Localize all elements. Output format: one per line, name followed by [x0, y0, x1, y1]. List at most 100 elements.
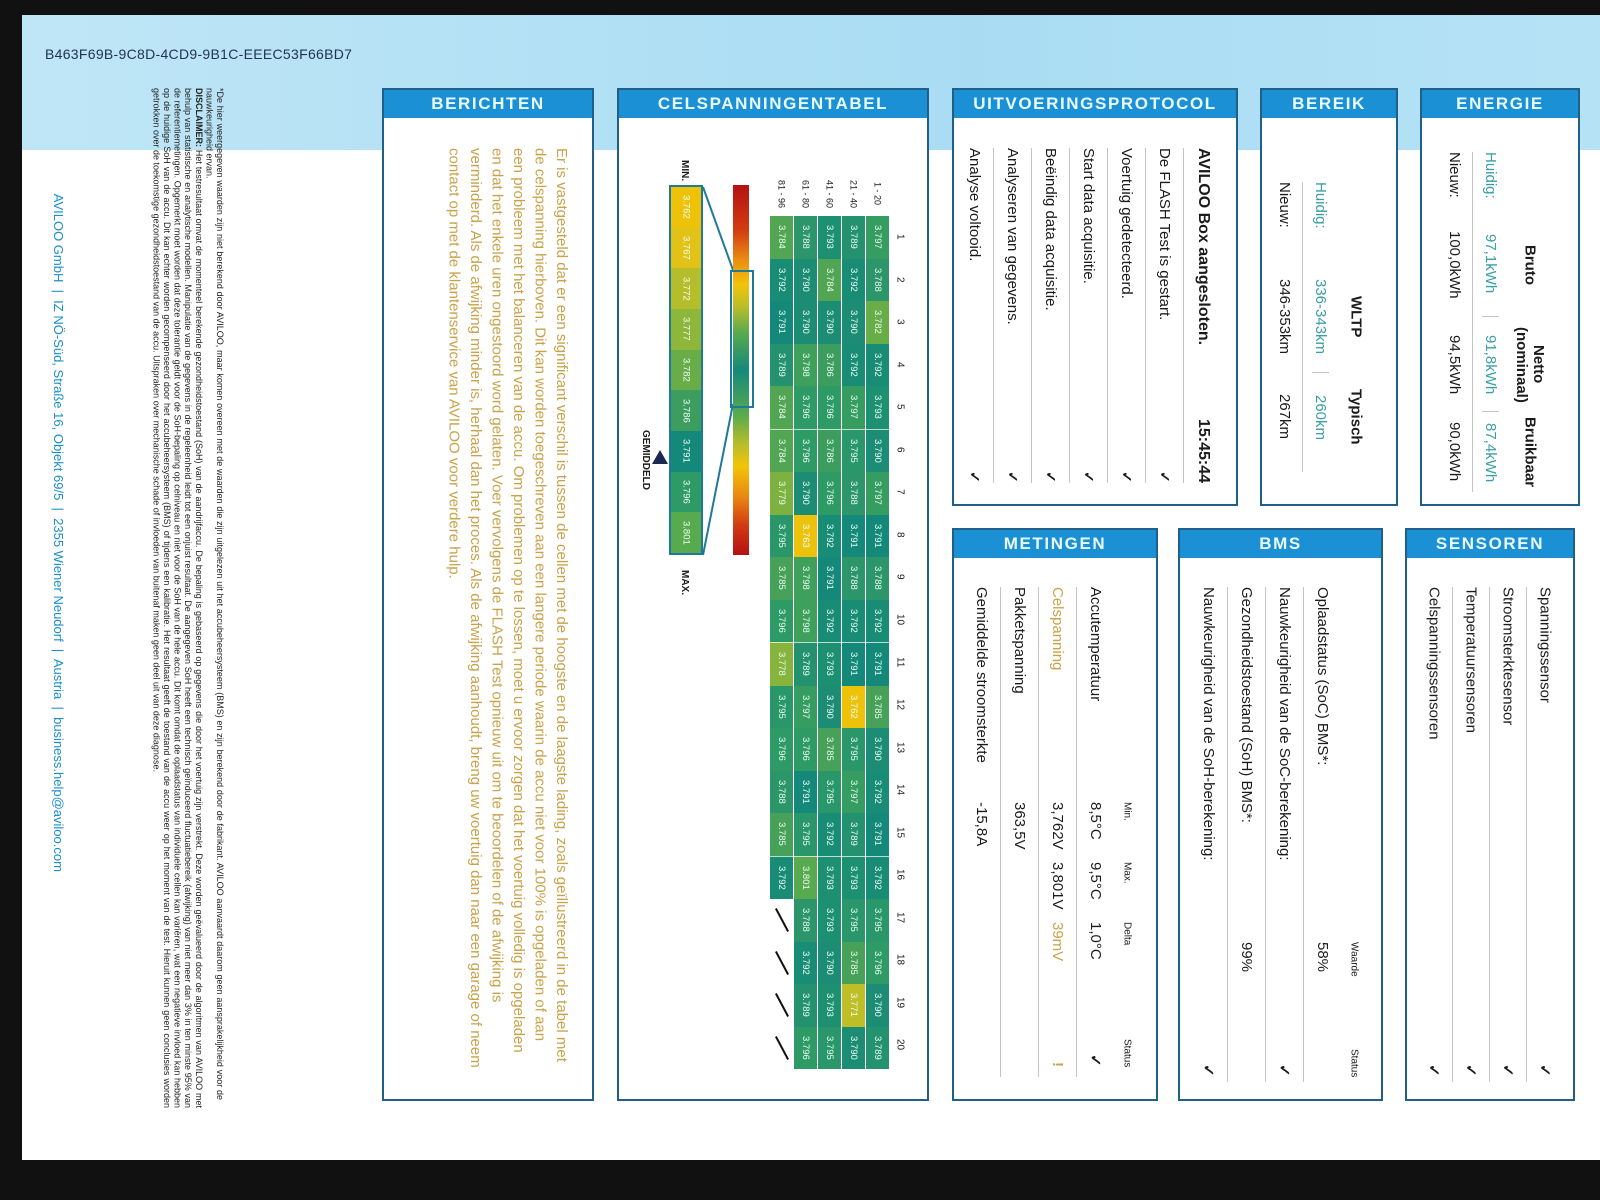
cell-voltage: 3.793 [818, 984, 841, 1027]
row-range-label: 1 - 20 [872, 182, 883, 206]
bms-row: Gezondheidstoestand (SoH) BMS*: 99% [1228, 587, 1266, 1082]
range-header-wltp: WLTP [1347, 296, 1365, 338]
bms-row: Nauwkeurigheid van de SoC-berekening: ✓ [1266, 587, 1304, 1082]
average-marker-icon [652, 450, 668, 464]
range-value: 267km [1276, 394, 1293, 440]
header-delta: Delta [1121, 922, 1133, 946]
measurement-label: Celspanning [1049, 587, 1066, 671]
sensor-label: Celspanningssensoren [1425, 587, 1443, 740]
legend-scale-cell: 3.772 [671, 268, 701, 310]
measurements-header-row: Min. Max. Delta Status [1114, 587, 1140, 1077]
legend-scale: 3.762 3.767 3.772 3.777 3.782 3.786 3.791 3.796… [669, 185, 703, 555]
cell-voltage: 3.792 [866, 855, 889, 899]
row-range-label: 81 - 96 [776, 179, 787, 209]
cell-table-header-row: 1 2 3 4 5 6 7 8 9 10 11 12 13 14 15 16 17 18 19 20 [889, 172, 911, 1072]
bms-label: Gezondheidstoestand (SoH) BMS*: [1238, 587, 1255, 823]
panel-title: BERICHTEN [384, 90, 592, 118]
check-icon: ✓ [1005, 471, 1021, 483]
cell-voltage: 3.791 [794, 770, 817, 813]
measurement-row: Gemiddelde stroomsterkte -15,8A [963, 587, 1001, 1077]
column-number: 15 [894, 826, 906, 838]
range-header-row: WLTP Typisch [1338, 182, 1374, 472]
cell-voltage: 3.796 [794, 386, 817, 429]
cell-voltage: 3.791 [866, 642, 889, 686]
empty-cell [770, 899, 793, 942]
check-icon: ✓ [967, 471, 983, 483]
check-icon: ✓ [1462, 1064, 1479, 1077]
disclaimer-label: DISCLAIMER: [193, 88, 204, 147]
cell-voltage: 3.785 [818, 728, 841, 771]
cell-voltage: 3.792 [818, 813, 841, 856]
cell-voltage: 3.795 [794, 813, 817, 856]
cell-table-row: 41 - 60 3.793 3.784 3.790 3.786 3.796 3.786 3.7… [818, 172, 842, 1072]
cell-voltage: 3.790 [866, 984, 889, 1027]
column-number: 7 [894, 489, 906, 496]
cell-voltage: 3.798 [794, 343, 817, 386]
cell-table-row: 61 - 80 3.788 3.790 3.790 3.798 3.796 3.796 3.7… [794, 172, 818, 1072]
cell-voltage: 3.796 [818, 386, 841, 429]
energy-value: 94,5kWh [1446, 334, 1463, 395]
protocol-item: Analyse voltooid. ✓ [956, 148, 994, 483]
cell-voltage: 3.797 [866, 216, 889, 259]
cell-voltage: 3.798 [794, 599, 817, 642]
protocol-heading: AVILOO Box aangesloten. [1195, 148, 1212, 346]
slash-mark [774, 1035, 789, 1060]
row-range-label: 41 - 60 [824, 179, 835, 209]
cell-voltage: 3.795 [770, 514, 793, 557]
measurement-min: -15,8A [973, 802, 990, 847]
protocol-item-label: Start data acquisitie. [1080, 148, 1097, 284]
legend-scale-cell: 3.796 [671, 471, 701, 513]
sensor-row: Celspanningssensoren ✓ [1416, 587, 1453, 1082]
row-range-label: 21 - 40 [848, 179, 859, 209]
protocol-item: Voertuig gedetecteerd. ✓ [1108, 148, 1146, 483]
empty-cell [770, 942, 793, 985]
column-number: 17 [894, 911, 906, 923]
cell-voltage: 3.784 [770, 216, 793, 259]
bms-label: Nauwkeurigheid van de SoC-berekening: [1276, 587, 1293, 861]
cell-legend: MIN. MAX. 3.762 3.767 3.772 3.777 3.782 3.786… [619, 90, 759, 610]
cell-voltage: 3.791 [770, 301, 793, 344]
legend-min-label: MIN. [679, 160, 690, 182]
protocol-item: Analyseren van gegevens. ✓ [994, 148, 1032, 483]
range-value: 260km [1312, 395, 1329, 441]
cell-voltage: 3.792 [866, 599, 889, 642]
cell-voltage: 3.796 [794, 1026, 817, 1069]
cell-voltage: 3.782 [866, 301, 889, 344]
bms-row: Oplaadstatus (SoC) BMS*: 58% [1304, 587, 1341, 1082]
measurement-label: Pakketspanning [1011, 587, 1028, 694]
protocol-list: AVILOO Box aangesloten. 15:45:44 De FLAS… [956, 148, 1222, 483]
energy-value: 97,1kWh [1482, 212, 1499, 318]
column-number: 6 [894, 446, 906, 453]
cell-voltage: 3.798 [794, 557, 817, 600]
panel-title: METINGEN [954, 530, 1156, 558]
cell-voltage: 3.786 [818, 343, 841, 386]
document-id: B463F69B-9C8D-4CD9-9B1C-EEEC53F66BD7 [45, 46, 353, 62]
cell-voltage: 3.788 [794, 899, 817, 942]
header-waarde: Waarde [1348, 942, 1360, 977]
cell-voltage: 3.790 [818, 941, 841, 984]
cell-voltage: 3.789 [842, 813, 865, 856]
cell-table-row: 81 - 96 3.784 3.792 3.791 3.789 3.784 3.784 3.7… [770, 172, 794, 1072]
footer-text: AVILOO GmbH | IZ NÖ-Süd, Straße 16, Obje… [51, 193, 66, 872]
cell-voltage: 3.796 [794, 428, 817, 472]
cell-voltage: 3.795 [842, 899, 865, 942]
cell-voltage: 3.784 [770, 386, 793, 429]
sensor-row: Spanningssensor ✓ [1527, 587, 1563, 1082]
panel-title: SENSOREN [1407, 530, 1573, 558]
column-number: 14 [894, 784, 906, 796]
energy-table: Bruto Netto (nominaal) Bruikbaar Huidig:… [1437, 152, 1552, 492]
cell-voltage: 3.796 [770, 599, 793, 642]
cell-voltage: 3.791 [842, 642, 865, 686]
cell-voltage: 3.789 [866, 1026, 889, 1069]
range-header-typisch: Typisch [1347, 389, 1365, 445]
cell-table-row: 21 - 40 3.789 3.792 3.790 3.792 3.797 3.795 3.7… [842, 172, 866, 1072]
column-number: 11 [894, 657, 906, 668]
cell-voltage: 3.771 [842, 984, 865, 1027]
cell-voltage: 3.762 [842, 685, 865, 728]
cell-voltage: 3.789 [842, 216, 865, 259]
cell-voltage: 3.797 [866, 472, 889, 515]
cell-voltage: 3.796 [794, 728, 817, 771]
cell-voltage: 3.786 [818, 428, 841, 472]
message-text: Er is vastgesteld dat er een significant… [445, 148, 571, 1068]
column-number: 1 [894, 234, 906, 241]
